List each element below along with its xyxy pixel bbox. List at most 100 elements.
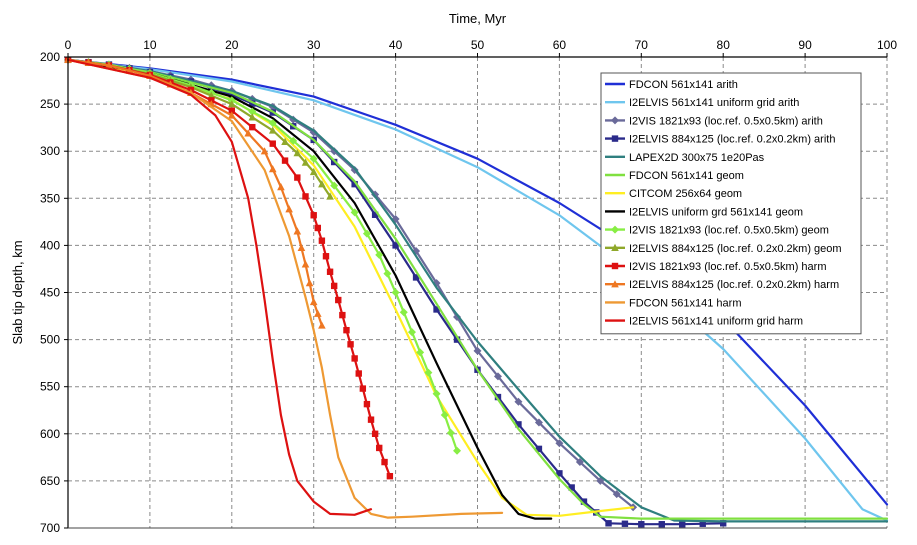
series-line <box>66 58 889 520</box>
x-tick-label: 0 <box>65 38 72 52</box>
data-point <box>318 180 326 188</box>
data-point <box>514 397 523 406</box>
data-point <box>362 229 371 238</box>
x-tick-label: 80 <box>717 38 731 52</box>
y-tick-label: 650 <box>40 474 60 488</box>
legend-label: FDCON 561x141 arith <box>629 79 738 91</box>
legend-entry: I2ELVIS 561x141 uniform grid harm <box>605 316 803 328</box>
data-point <box>268 118 277 127</box>
axis-layer: 0 10 20 30 40 50 60 70 80 90 100 200 250 300 350 400 450… <box>40 38 897 535</box>
series-14 <box>66 58 373 516</box>
legend-label: I2VIS 1821x93 (loc.ref. 0.5x0.5km) arith <box>629 115 823 127</box>
data-point <box>268 165 277 173</box>
data-point <box>611 135 619 142</box>
data-point <box>375 250 384 259</box>
data-point <box>355 370 362 377</box>
data-point <box>363 400 371 408</box>
data-point <box>611 116 619 125</box>
data-point <box>248 113 257 121</box>
y-tick-label: 700 <box>40 521 60 535</box>
y-tick-label: 300 <box>40 144 60 158</box>
data-point <box>228 100 236 108</box>
data-point <box>367 416 375 423</box>
y-tick-label: 550 <box>40 380 60 394</box>
data-point <box>424 368 433 377</box>
x-tick-label: 100 <box>877 38 897 52</box>
y-tick-label: 450 <box>40 286 60 300</box>
data-point <box>248 107 257 116</box>
series-6 <box>66 58 889 520</box>
series-13 <box>66 58 504 519</box>
data-point <box>314 224 321 232</box>
data-point <box>207 91 216 99</box>
data-point <box>391 288 400 297</box>
x-tick-label: 50 <box>471 38 485 52</box>
legend-entry: FDCON 561x141 arith <box>605 79 738 91</box>
data-point <box>638 521 645 528</box>
legend-label: I2VIS 1821x93 (loc.ref. 0.5x0.5km) harm <box>629 261 826 273</box>
data-point <box>268 126 277 134</box>
data-point <box>281 157 289 164</box>
data-point <box>293 227 302 235</box>
data-point <box>339 311 346 319</box>
data-point <box>326 192 334 200</box>
data-point <box>621 520 629 527</box>
data-point <box>281 137 289 145</box>
series-line <box>66 58 373 516</box>
y-tick-label: 400 <box>40 238 60 252</box>
data-point <box>440 410 449 419</box>
x-axis-title: Time, Myr <box>449 11 507 26</box>
legend-entry: FDCON 561x141 harm <box>605 297 742 309</box>
data-point <box>330 282 338 290</box>
data-point <box>277 182 285 191</box>
data-point <box>612 490 621 499</box>
legend-entry: I2VIS 1821x93 (loc.ref. 0.5x0.5km) harm <box>605 261 826 273</box>
legend-entry: I2ELVIS 561x141 uniform grid arith <box>605 97 799 109</box>
data-point <box>611 280 619 288</box>
data-point <box>309 154 318 163</box>
data-point <box>446 428 455 437</box>
y-tick-label: 350 <box>40 191 60 205</box>
data-point <box>611 243 619 251</box>
x-tick-label: 70 <box>635 38 649 52</box>
legend-label: I2VIS 1821x93 (loc.ref. 0.5x0.5km) geom <box>629 225 829 237</box>
data-point <box>309 297 318 306</box>
data-point <box>386 472 394 480</box>
data-point <box>351 180 358 188</box>
data-point <box>399 308 408 317</box>
data-point <box>228 91 235 98</box>
data-point <box>285 205 293 213</box>
data-point <box>305 279 314 287</box>
data-point <box>294 174 301 181</box>
data-point <box>228 107 235 114</box>
data-point <box>611 262 619 270</box>
x-tick-label: 10 <box>143 38 157 52</box>
data-point <box>302 193 309 200</box>
series-line <box>66 58 889 506</box>
data-point <box>371 211 379 218</box>
data-point <box>351 355 358 362</box>
x-tick-label: 30 <box>307 38 321 52</box>
legend-label: FDCON 561x141 geom <box>629 170 744 182</box>
y-tick-label: 200 <box>40 50 60 64</box>
data-point <box>244 129 252 137</box>
data-point <box>343 326 350 334</box>
data-point <box>326 268 334 275</box>
data-point <box>473 346 482 355</box>
data-point <box>376 444 383 452</box>
data-point <box>260 147 269 155</box>
data-point <box>407 328 416 337</box>
series-2 <box>66 58 889 522</box>
legend-label: LAPEX2D 300x75 1e20Pas <box>629 152 765 164</box>
legend: FDCON 561x141 arith I2ELVIS 561x141 unifo… <box>600 72 862 335</box>
data-point <box>433 306 440 313</box>
data-point <box>318 237 326 244</box>
data-point <box>392 242 399 249</box>
data-point <box>301 158 310 166</box>
data-point <box>301 260 310 268</box>
series-line <box>66 58 504 519</box>
legend-label: CITCOM 256x64 geom <box>629 188 742 200</box>
data-point <box>416 348 425 357</box>
